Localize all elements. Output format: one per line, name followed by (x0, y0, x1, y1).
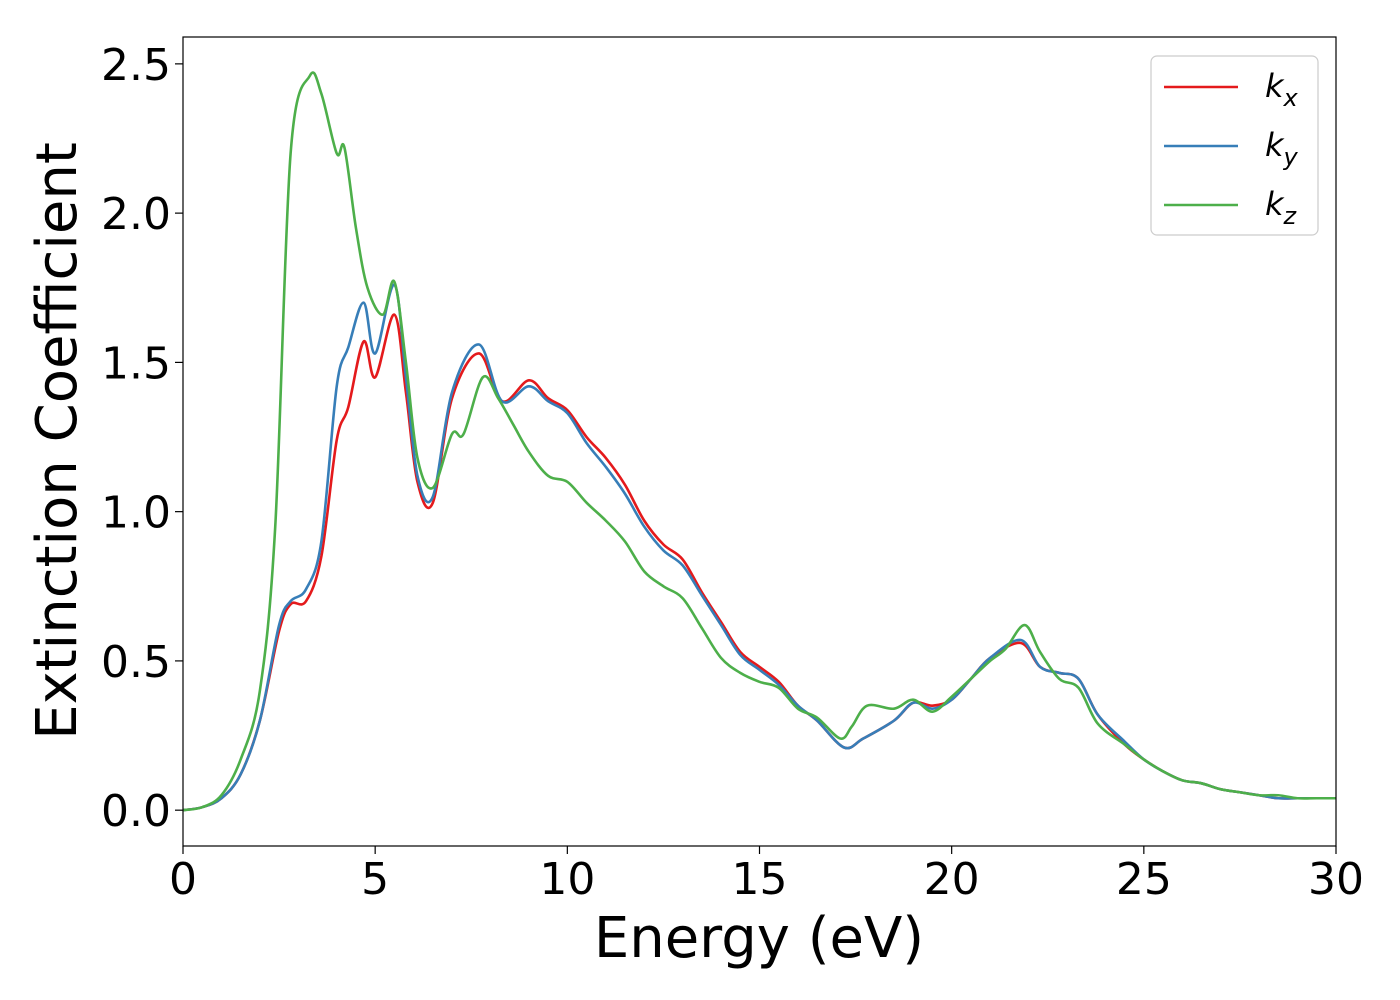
x-tick-label: 0 (169, 854, 197, 905)
x-tick-label: 10 (539, 854, 595, 905)
y-axis-title: Extinction Coefficient (25, 142, 90, 740)
x-tick-label: 20 (924, 854, 980, 905)
y-tick-label: 1.5 (101, 338, 171, 389)
x-axis: 0 5 10 15 20 25 30 (169, 846, 1364, 905)
y-tick-label: 2.5 (101, 40, 171, 91)
x-axis-title: Energy (eV) (594, 906, 924, 971)
x-tick-label: 30 (1308, 854, 1364, 905)
series-layer (183, 71, 1336, 812)
y-axis: 0.0 0.5 1.0 1.5 2.0 2.5 (101, 40, 183, 837)
x-tick-label: 15 (732, 854, 788, 905)
y-tick-label: 1.0 (101, 488, 171, 539)
y-tick-label: 0.0 (101, 786, 171, 837)
y-tick-label: 2.0 (101, 189, 171, 240)
series-line-kz (183, 71, 1336, 812)
x-tick-label: 25 (1116, 854, 1172, 905)
x-tick-label: 5 (361, 854, 389, 905)
y-tick-label: 0.5 (101, 637, 171, 688)
